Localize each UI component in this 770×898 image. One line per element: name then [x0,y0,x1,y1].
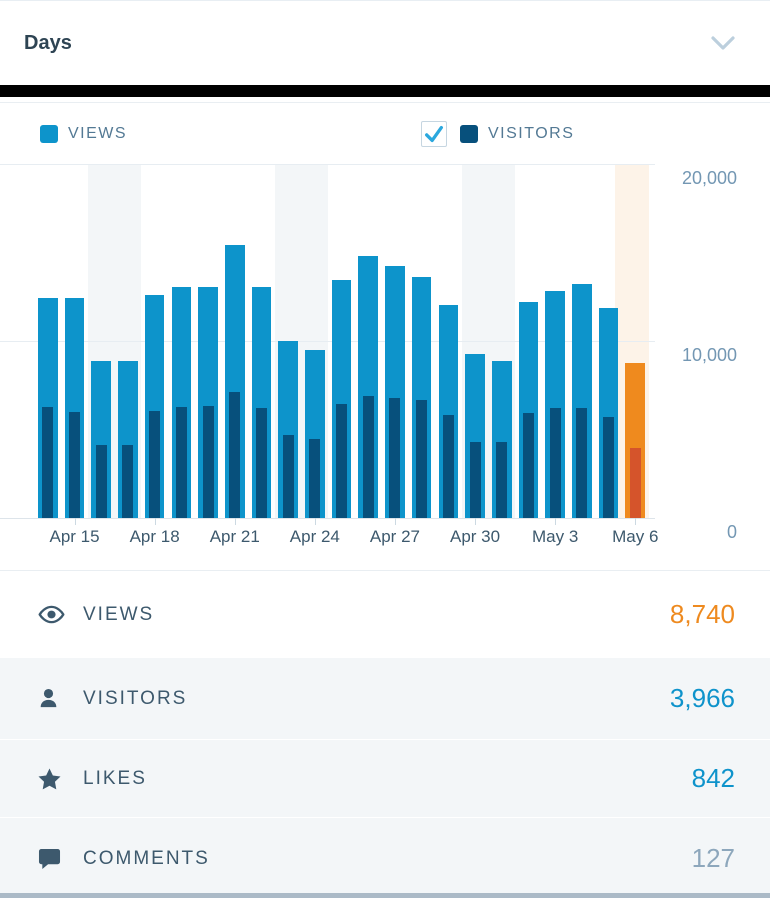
divider [0,102,770,103]
visitors-bar[interactable] [175,407,187,518]
x-axis-tick [314,518,316,525]
legend-visitors: VISITORS [421,103,574,164]
y-axis-label: 10,000 [681,345,737,365]
period-title: Days [24,31,72,54]
summary-value: 8,740 [669,599,735,629]
tab-indicator-bar [0,85,770,97]
visitors-bar[interactable] [549,407,561,518]
visitors-bar[interactable] [469,442,481,518]
x-axis-tick [234,518,236,525]
visitors-bar[interactable] [416,399,428,518]
gridline-0 [0,518,655,519]
star-icon [38,767,66,790]
gridline-10,000 [0,341,655,342]
chevron-down-icon[interactable] [710,34,736,57]
legend-views: VIEWS [40,103,127,164]
eye-icon [38,604,66,625]
visitors-bar[interactable] [496,442,508,518]
summary-row-likes[interactable]: LIKES 842 [0,739,770,817]
visitors-bar[interactable] [122,445,134,518]
x-axis-tick [635,518,637,525]
summary-value: 3,966 [669,683,735,713]
visitors-bar[interactable] [229,391,241,518]
legend-visitors-label: VISITORS [488,124,575,142]
visitors-bar[interactable] [282,434,294,518]
gridline-20,000 [0,164,655,165]
x-axis-label: Apr 27 [369,527,420,546]
x-axis-label: May 3 [531,527,579,546]
visitors-bar[interactable] [202,405,214,518]
visitors-bar[interactable] [629,447,641,518]
x-axis-label: Apr 30 [450,527,501,546]
visitors-bar[interactable] [362,396,374,518]
visitors-bar[interactable] [149,410,161,518]
legend-views-label: VIEWS [68,124,128,142]
summary-label: COMMENTS [83,847,210,869]
visitors-bar[interactable] [255,407,267,518]
summary-label: LIKES [83,767,147,789]
x-axis-label: Apr 21 [209,527,260,546]
visitors-swatch [460,124,478,143]
bar-chart [0,164,655,519]
x-axis-tick [475,518,477,525]
summary-value: 842 [691,763,735,793]
x-axis-label: Apr 15 [49,527,100,546]
y-axis-label: 0 [726,522,737,542]
x-axis-tick [394,518,396,525]
visitors-bar[interactable] [42,407,54,518]
visitors-bar[interactable] [336,404,348,518]
period-header[interactable]: Days [0,0,770,85]
visitors-bar[interactable] [95,445,107,518]
chart-legend: VIEWS VISITORS [0,103,770,164]
visitors-bar[interactable] [603,416,615,518]
x-axis-tick [74,518,76,525]
visitors-bar[interactable] [69,411,81,518]
checkmark-icon [425,125,443,142]
x-axis-tick [154,518,156,525]
visitors-bar[interactable] [389,397,401,518]
card-bottom-edge [0,893,770,898]
x-axis-label: Apr 24 [289,527,340,546]
visitors-checkbox[interactable] [421,120,447,147]
x-axis-label: May 6 [612,527,659,546]
visitors-bar[interactable] [522,413,534,518]
x-axis-label: Apr 18 [129,527,180,546]
summary-value: 127 [691,843,735,873]
person-icon [38,688,66,709]
visitors-bar[interactable] [442,414,454,518]
summary-row-visitors[interactable]: VISITORS 3,966 [0,658,770,739]
x-axis-tick [555,518,557,525]
summary-list: VIEWS 8,740 VISITORS 3,966 LIKES 842 [0,570,770,898]
visitors-bar[interactable] [576,407,588,518]
summary-row-comments[interactable]: COMMENTS 127 [0,817,770,898]
comment-icon [38,848,66,870]
summary-row-views[interactable]: VIEWS 8,740 [0,571,770,658]
summary-label: VISITORS [83,687,188,709]
visitors-bar[interactable] [309,439,321,518]
y-axis-label: 20,000 [681,168,737,188]
views-swatch [40,124,58,143]
summary-label: VIEWS [83,603,155,625]
